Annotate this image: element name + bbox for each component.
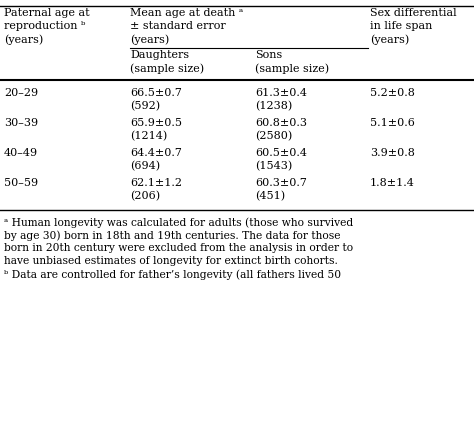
Text: 66.5±0.7: 66.5±0.7: [130, 88, 182, 98]
Text: ᵃ Human longevity was calculated for adults (those who survived: ᵃ Human longevity was calculated for adu…: [4, 217, 353, 227]
Text: 5.1±0.6: 5.1±0.6: [370, 118, 415, 128]
Text: reproduction ᵇ: reproduction ᵇ: [4, 21, 85, 31]
Text: in life span: in life span: [370, 21, 432, 31]
Text: (206): (206): [130, 191, 160, 201]
Text: by age 30) born in 18th and 19th centuries. The data for those: by age 30) born in 18th and 19th centuri…: [4, 230, 340, 241]
Text: (592): (592): [130, 101, 160, 111]
Text: 3.9±0.8: 3.9±0.8: [370, 148, 415, 158]
Text: 62.1±1.2: 62.1±1.2: [130, 178, 182, 188]
Text: ± standard error: ± standard error: [130, 21, 226, 31]
Text: 40–49: 40–49: [4, 148, 38, 158]
Text: 30–39: 30–39: [4, 118, 38, 128]
Text: (694): (694): [130, 161, 160, 171]
Text: 60.3±0.7: 60.3±0.7: [255, 178, 307, 188]
Text: (1543): (1543): [255, 161, 292, 171]
Text: have unbiased estimates of longevity for extinct birth cohorts.: have unbiased estimates of longevity for…: [4, 256, 338, 266]
Text: (years): (years): [4, 34, 43, 45]
Text: 65.9±0.5: 65.9±0.5: [130, 118, 182, 128]
Text: 64.4±0.7: 64.4±0.7: [130, 148, 182, 158]
Text: ᵇ Data are controlled for father’s longevity (all fathers lived 50: ᵇ Data are controlled for father’s longe…: [4, 269, 341, 280]
Text: born in 20th century were excluded from the analysis in order to: born in 20th century were excluded from …: [4, 243, 353, 253]
Text: 1.8±1.4: 1.8±1.4: [370, 178, 415, 188]
Text: (years): (years): [370, 34, 409, 45]
Text: (1214): (1214): [130, 131, 167, 141]
Text: Sons: Sons: [255, 50, 282, 60]
Text: 5.2±0.8: 5.2±0.8: [370, 88, 415, 98]
Text: 60.8±0.3: 60.8±0.3: [255, 118, 307, 128]
Text: (sample size): (sample size): [130, 63, 204, 73]
Text: Daughters: Daughters: [130, 50, 189, 60]
Text: 60.5±0.4: 60.5±0.4: [255, 148, 307, 158]
Text: (years): (years): [130, 34, 169, 45]
Text: 20–29: 20–29: [4, 88, 38, 98]
Text: (1238): (1238): [255, 101, 292, 111]
Text: Paternal age at: Paternal age at: [4, 8, 90, 18]
Text: 50–59: 50–59: [4, 178, 38, 188]
Text: (451): (451): [255, 191, 285, 201]
Text: 61.3±0.4: 61.3±0.4: [255, 88, 307, 98]
Text: (sample size): (sample size): [255, 63, 329, 73]
Text: Mean age at death ᵃ: Mean age at death ᵃ: [130, 8, 243, 18]
Text: Sex differential: Sex differential: [370, 8, 456, 18]
Text: (2580): (2580): [255, 131, 292, 141]
